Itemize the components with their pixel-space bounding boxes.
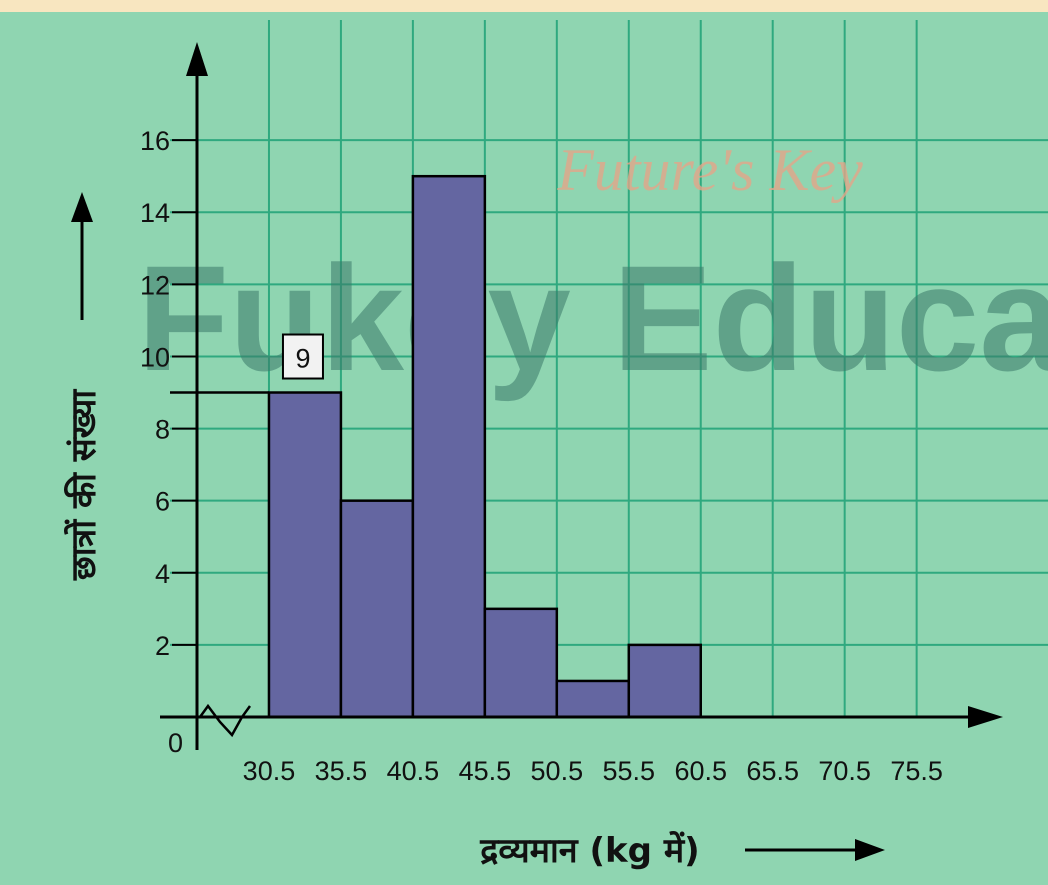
y-axis-label: छात्रों की संख्या: [63, 389, 104, 581]
y-tick-label: 12: [140, 270, 170, 300]
x-tick-label: 65.5: [746, 756, 799, 786]
bar: [341, 501, 413, 717]
x-tick-label: 30.5: [243, 756, 296, 786]
x-tick-label: 70.5: [818, 756, 871, 786]
y-tick-label: 8: [155, 415, 170, 445]
annotation-label: 9: [295, 344, 310, 374]
x-tick-label: 55.5: [603, 756, 656, 786]
x-tick-label: 50.5: [531, 756, 584, 786]
x-axis-label: द्रव्यमान (kg में): [479, 830, 699, 871]
y-tick-label: 16: [140, 126, 170, 156]
bar: [413, 176, 485, 717]
bar: [629, 645, 701, 717]
y-tick-label: 0: [168, 728, 183, 758]
x-tick-label: 75.5: [890, 756, 943, 786]
x-tick-label: 40.5: [387, 756, 440, 786]
bar: [557, 681, 629, 717]
y-tick-label: 10: [140, 342, 170, 372]
watermark: Fukey Educa: [137, 234, 1048, 402]
y-tick-label: 2: [155, 631, 170, 661]
y-tick-label: 4: [155, 559, 170, 589]
bar: [485, 609, 557, 717]
watermark: Future's Key: [556, 137, 863, 203]
y-tick-label: 14: [140, 198, 170, 228]
x-tick-label: 45.5: [459, 756, 512, 786]
chart: Future's Key Fukey Educa 0 2 4 6 8 10 12 14 16 30…: [0, 0, 1048, 885]
y-tick-label: 6: [155, 487, 170, 517]
bar: [269, 393, 341, 717]
x-tick-label: 60.5: [674, 756, 727, 786]
top-band: [0, 0, 1048, 12]
x-tick-label: 35.5: [315, 756, 368, 786]
